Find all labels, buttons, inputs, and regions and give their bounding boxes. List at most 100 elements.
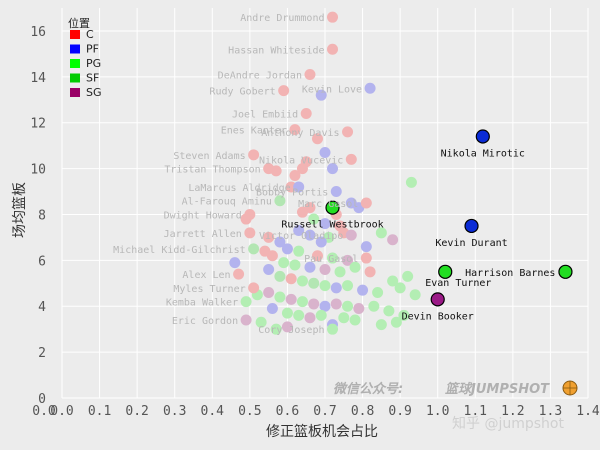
data-point [327,252,339,264]
data-point [368,300,380,312]
watermark-zhihu: 知乎 @jumpshot [452,415,564,432]
x-tick-label: 0.5 [238,404,261,419]
data-point [402,270,414,282]
point-label: Al-Farouq Aminu [182,197,272,208]
data-point [304,229,316,241]
data-point [364,82,376,94]
y-tick-label: 2 [38,346,46,361]
point-labels: Andre Drummond Hassan Whiteside DeAndre Jo… [113,13,555,336]
data-point [308,298,320,310]
data-point [387,275,399,287]
x-axis-ticks: 0.00.0 0.1 0.2 0.3 0.4 0.5 0.6 0.7 0.8 0.9 1.0 1.1 1… [32,404,600,419]
point-label: DeAndre Jordan [218,71,302,82]
data-point [248,282,260,294]
legend-swatch [70,59,80,68]
highlight-label: Russell Westbrook [281,220,383,231]
data-point [296,163,308,175]
data-point [285,273,297,285]
x-axis-title: 修正篮板机会占比 [266,424,378,440]
highlight-label: Kevin Durant [435,238,507,249]
data-point [387,234,399,246]
data-point [353,303,365,315]
highlight-label: Nikola Mirotic [441,148,525,159]
data-point [345,153,357,165]
point-label: Eric Gordon [172,316,238,327]
data-point [319,147,331,159]
data-point [263,163,275,175]
highlight-point [475,129,490,144]
point-label: Michael Kidd-Gilchrist [113,245,245,256]
data-point [327,43,339,55]
data-point [248,149,260,161]
data-point [293,245,305,257]
point-label: Kevin Love [302,84,362,95]
x-tick-label: 1.4 [576,404,600,419]
data-point [240,296,252,308]
x-tick-label: 0.0 [32,404,55,419]
data-point [360,241,372,253]
point-label: Myles Turner [173,284,245,295]
data-point [330,282,342,294]
data-point [360,197,372,209]
legend-swatch [70,88,80,97]
x-tick-label: 1.0 [426,404,449,419]
data-point [304,69,316,81]
y-tick-label: 12 [30,117,46,132]
data-point [375,319,387,331]
data-point [244,208,256,220]
point-label: Enes Kanter [221,126,287,137]
legend-entry: SF [86,72,99,85]
y-axis-ticks: 0 2 4 6 8 10 12 14 16 [30,25,46,407]
legend-swatch [70,73,80,83]
data-point [308,277,320,289]
data-point [357,284,369,296]
data-point [364,266,376,278]
y-tick-label: 10 [30,163,46,178]
data-point [289,259,301,271]
data-point [248,243,260,255]
data-point [240,314,252,326]
data-point [390,316,402,328]
data-point [345,229,357,241]
point-label: Andre Drummond [240,13,324,24]
point-label: Dwight Howard [164,210,242,221]
legend-title: 位置 [68,16,90,30]
y-tick-label: 8 [38,208,46,223]
data-point [308,213,320,225]
watermark-brand: 篮球JUMPSHOT [445,381,550,397]
x-tick-label: 0.9 [388,404,411,419]
legend-entry: PF [86,43,99,56]
highlight-point [325,200,340,215]
data-point [398,309,410,321]
highlight-point [464,218,479,234]
point-label: Nikola Vucevic [259,155,343,166]
data-point [229,257,241,269]
data-point [327,323,339,335]
watermark: 微信公众号: 篮球JUMPSHOT 知乎 @jumpshot [333,380,578,432]
highlight-point [558,264,573,279]
data-point [319,300,331,312]
data-point [289,169,301,181]
x-tick-label: 0.4 [201,404,225,419]
point-label: Rudy Gobert [209,87,275,98]
x-tick-label: 0.8 [351,404,374,419]
data-point [375,227,387,239]
data-point [266,303,278,315]
x-tick-label: 0.2 [125,404,148,419]
data-point [285,293,297,305]
data-point [270,323,282,335]
data-point [263,286,275,298]
legend-entry: SG [86,86,102,99]
data-point [263,231,275,243]
point-label: Jarrett Allen [164,229,242,240]
data-point [372,286,384,298]
point-label: Steven Adams [173,151,245,162]
x-tick-label: 0.0 [50,404,73,419]
data-point [300,108,312,120]
data-point [327,163,339,175]
data-point [342,254,354,266]
data-point [349,261,361,273]
data-point [304,312,316,324]
point-label: Pau Gasol [304,254,358,265]
